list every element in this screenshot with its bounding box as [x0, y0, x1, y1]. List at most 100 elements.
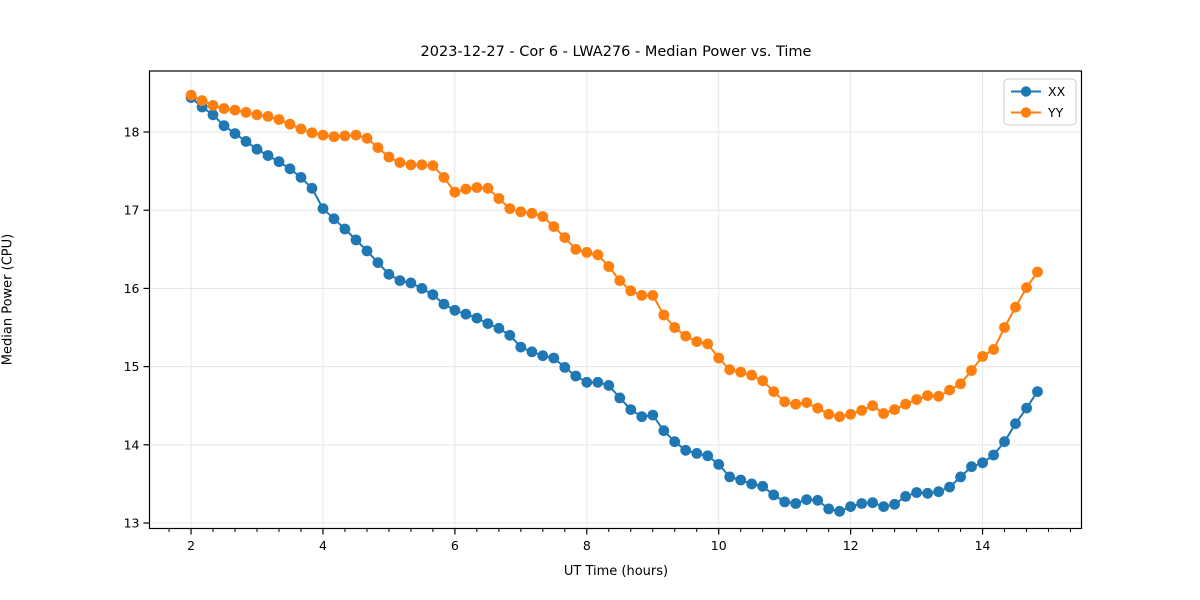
yy-data-point	[482, 182, 494, 194]
x-tick-label: 8	[583, 538, 591, 553]
xx-data-point	[328, 213, 340, 225]
yy-data-point	[625, 285, 637, 297]
axes-spines	[148, 70, 1083, 530]
xx-data-point	[988, 449, 999, 461]
xx-data-point	[636, 411, 648, 423]
y-tick-label: 16	[124, 281, 140, 296]
yy-data-point	[229, 104, 241, 116]
xx-data-point	[878, 501, 889, 512]
yy-data-point	[603, 261, 615, 272]
xx-data-point	[922, 487, 933, 499]
legend-label-xx: XX	[1048, 84, 1066, 99]
xx-data-point	[746, 478, 758, 490]
yy-data-point	[1010, 301, 1021, 313]
xx-data-point	[680, 444, 692, 456]
plot-title: 2023-12-27 - Cor 6 - LWA276 - Median Pow…	[420, 44, 812, 60]
xx-data-point	[603, 380, 615, 391]
xx-data-point	[757, 480, 769, 492]
yy-data-point	[207, 100, 219, 111]
xx-data-point	[856, 498, 868, 509]
yy-data-point	[526, 207, 538, 219]
yy-data-point	[427, 160, 439, 172]
yy-data-point	[845, 408, 856, 420]
yy-data-point	[856, 405, 868, 416]
xx-data-point	[449, 304, 461, 316]
legend-label-yy: YY	[1047, 105, 1064, 120]
yy-data-point	[933, 390, 944, 402]
yy-data-point	[1021, 282, 1032, 293]
yy-data-point	[196, 95, 208, 107]
yy-data-point	[691, 336, 703, 347]
xx-data-point	[933, 486, 944, 498]
xx-data-point	[526, 346, 538, 358]
yy-data-point	[372, 142, 384, 154]
xx-data-point	[735, 474, 747, 486]
yy-data-point	[834, 411, 845, 423]
legend-marker	[1020, 107, 1032, 118]
xx-data-point	[350, 234, 362, 246]
yy-data-point	[922, 390, 933, 401]
xx-data-point	[339, 223, 351, 235]
xx-data-point	[669, 436, 681, 448]
axes-layer	[143, 70, 1083, 535]
xx-data-point	[218, 120, 230, 132]
yy-data-point	[746, 369, 758, 381]
xx-data-point	[834, 505, 845, 517]
legend-box	[1003, 78, 1077, 126]
yy-data-point	[394, 157, 406, 168]
yy-data-point	[284, 118, 296, 130]
tick-label-layer: 2 4 6 8 10 12 14 13 14 15 16 17 18	[124, 125, 991, 554]
xx-data-point	[471, 312, 483, 324]
xx-data-point	[405, 277, 417, 289]
x-tick-label: 4	[319, 538, 327, 553]
xx-data-point	[790, 498, 802, 509]
xx-data-point	[779, 496, 791, 508]
y-tick-label: 14	[124, 437, 140, 452]
yy-data-point	[1032, 266, 1043, 278]
xx-data-point	[867, 497, 878, 509]
xx-data-point	[581, 376, 593, 388]
xx-data-point	[262, 150, 274, 161]
xx-data-point	[427, 289, 439, 301]
xx-data-point	[416, 283, 428, 294]
yy-data-point	[581, 247, 593, 258]
xx-data-point	[317, 203, 329, 215]
xx-data-point	[614, 392, 626, 404]
xx-data-point	[460, 308, 472, 320]
x-axis-label: UT Time (hours)	[563, 564, 669, 579]
yy-data-point	[262, 111, 274, 122]
xx-data-point	[251, 143, 263, 155]
xx-data-point	[207, 109, 219, 121]
y-tick-label: 18	[124, 125, 140, 140]
yy-data-point	[999, 322, 1010, 333]
xx-series-line	[190, 96, 1039, 513]
yy-data-point	[460, 183, 472, 195]
yy-data-point	[867, 400, 878, 412]
yy-data-point	[801, 397, 812, 408]
xx-data-point	[295, 172, 307, 183]
xx-data-point	[273, 156, 285, 168]
xx-data-point	[592, 376, 604, 388]
xx-data-point	[658, 425, 670, 437]
yy-data-point	[977, 351, 988, 362]
xx-data-point	[504, 329, 516, 341]
yy-data-point	[350, 129, 362, 141]
xx-data-point	[625, 404, 637, 415]
yy-data-point	[955, 378, 966, 390]
yy-data-point	[900, 398, 911, 410]
yy-data-point	[768, 386, 780, 397]
xx-data-point	[537, 350, 549, 362]
xx-data-point	[372, 257, 384, 268]
xx-data-point	[515, 341, 527, 353]
y-tick-label: 17	[124, 203, 140, 218]
yy-data-point	[240, 107, 252, 118]
yy-data-point	[713, 352, 725, 364]
xx-data-point	[284, 163, 296, 175]
xx-data-point	[801, 494, 812, 505]
xx-data-point	[394, 275, 406, 286]
y-axis-label: Median Power (CPU)	[0, 233, 16, 366]
yy-data-point	[669, 322, 681, 333]
xx-data-point	[482, 318, 494, 329]
yy-data-point	[966, 365, 977, 376]
